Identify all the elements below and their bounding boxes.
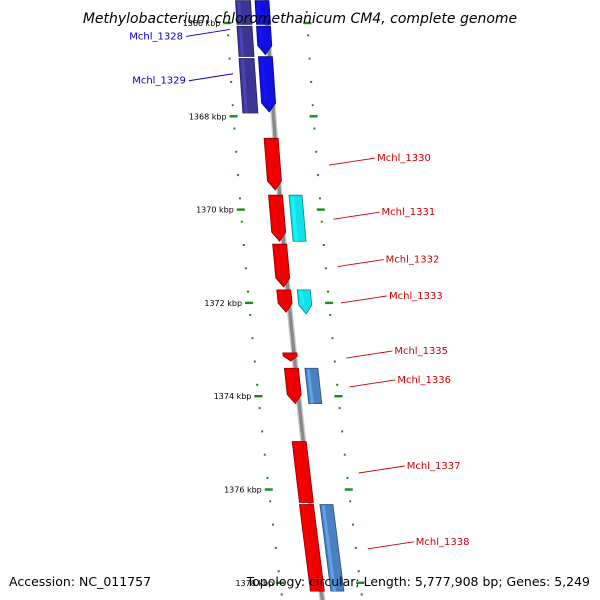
gene-body [263, 137, 282, 191]
gene-body [268, 194, 287, 242]
label-leader-lines [185, 28, 414, 550]
leader-line [358, 465, 405, 474]
gene-highlight [278, 290, 285, 303]
map-title: Methylobacterium chloromethanicum CM4, c… [83, 11, 517, 27]
gene-label[interactable]: Mchl_1330 [377, 153, 431, 164]
gene-highlight [294, 442, 305, 503]
leader-line [346, 350, 393, 359]
gene-highlight [321, 505, 336, 592]
gene-label[interactable]: Mchl_1338 [416, 537, 470, 548]
gene-highlight [301, 505, 316, 592]
gene-mchl-1329[interactable] [238, 58, 259, 114]
gene-body [257, 56, 277, 113]
position-label: 1376 kbp [224, 486, 262, 495]
gene-highlight [258, 27, 264, 45]
gene-mchl-1331[interactable] [288, 194, 307, 242]
leader-line [337, 259, 384, 268]
position-label: 1378 kbp [235, 579, 273, 588]
tick-marks-left [223, 11, 285, 596]
gene-feature[interactable] [235, 0, 253, 25]
accession-text: Accession: NC_011757 [9, 574, 151, 589]
gene-label[interactable]: Mchl_1335 [394, 346, 448, 357]
leader-line [333, 211, 380, 220]
gene-label[interactable]: Mchl_1328 [129, 31, 183, 42]
leader-line [349, 379, 396, 388]
gene-label[interactable]: Mchl_1332 [386, 255, 440, 266]
gene-label[interactable]: Mchl_1337 [407, 461, 461, 472]
gene-feature[interactable] [256, 25, 273, 56]
gene-label[interactable]: Mchl_1331 [382, 207, 436, 218]
position-label: 1372 kbp [204, 299, 242, 308]
gene-labels: Mchl_1328 Mchl_1329 Mchl_1330 Mchl_1331 Mchl… [129, 31, 469, 547]
leader-line [367, 541, 414, 550]
leader-line [329, 157, 376, 166]
gene-feature[interactable] [283, 367, 302, 405]
gene-label[interactable]: Mchl_1336 [397, 375, 451, 386]
leader-line [185, 28, 231, 37]
gene-label[interactable]: Mchl_1333 [389, 291, 443, 302]
gene-mchl-1333[interactable] [296, 289, 313, 315]
gene-body [296, 289, 313, 315]
gene-highlight [237, 1, 243, 25]
tick-marks-right [303, 11, 365, 596]
leader-line [340, 295, 388, 304]
gene-feature[interactable] [257, 56, 277, 113]
leader-line [188, 73, 233, 82]
gene-highlight [286, 369, 294, 394]
gene-mchl-1336[interactable] [304, 367, 323, 404]
gene-mchl-1337[interactable] [291, 441, 314, 503]
gene-highlight [299, 290, 305, 305]
gene-highlight [306, 369, 314, 404]
gene-mchl-1338[interactable] [319, 504, 345, 592]
gene-mchl-1328[interactable] [236, 25, 255, 57]
topology-text: Topology: circular; Length: 5,777,908 bp… [246, 574, 590, 589]
gene-feature[interactable] [276, 289, 293, 313]
gene-highlight [284, 353, 289, 355]
position-labels: 1366 kbp 1368 kbp 1370 kbp 1372 kbp 1374 kbp… [183, 19, 274, 588]
gene-body [283, 367, 302, 405]
gene-feature[interactable] [268, 194, 287, 242]
gene-mchl-1330[interactable] [263, 137, 282, 191]
gene-highlight [266, 139, 274, 180]
gene-highlight [239, 27, 245, 57]
gene-body [272, 243, 291, 288]
gene-highlight [260, 57, 268, 103]
gene-highlight [256, 1, 262, 25]
gene-feature[interactable] [254, 0, 271, 25]
position-label: 1368 kbp [189, 112, 227, 121]
position-label: 1370 kbp [196, 206, 234, 215]
gene-highlight [274, 245, 282, 277]
gene-feature[interactable] [298, 504, 325, 592]
gene-mchl-1332[interactable] [272, 243, 291, 288]
gene-label[interactable]: Mchl_1329 [132, 76, 186, 87]
position-label: 1366 kbp [183, 19, 221, 28]
gene-features [235, 0, 345, 592]
position-label: 1374 kbp [214, 392, 252, 401]
gene-highlight [270, 196, 278, 232]
gene-mchl-1335[interactable] [282, 352, 298, 362]
gene-highlight [291, 196, 299, 242]
gene-highlight [241, 59, 248, 113]
